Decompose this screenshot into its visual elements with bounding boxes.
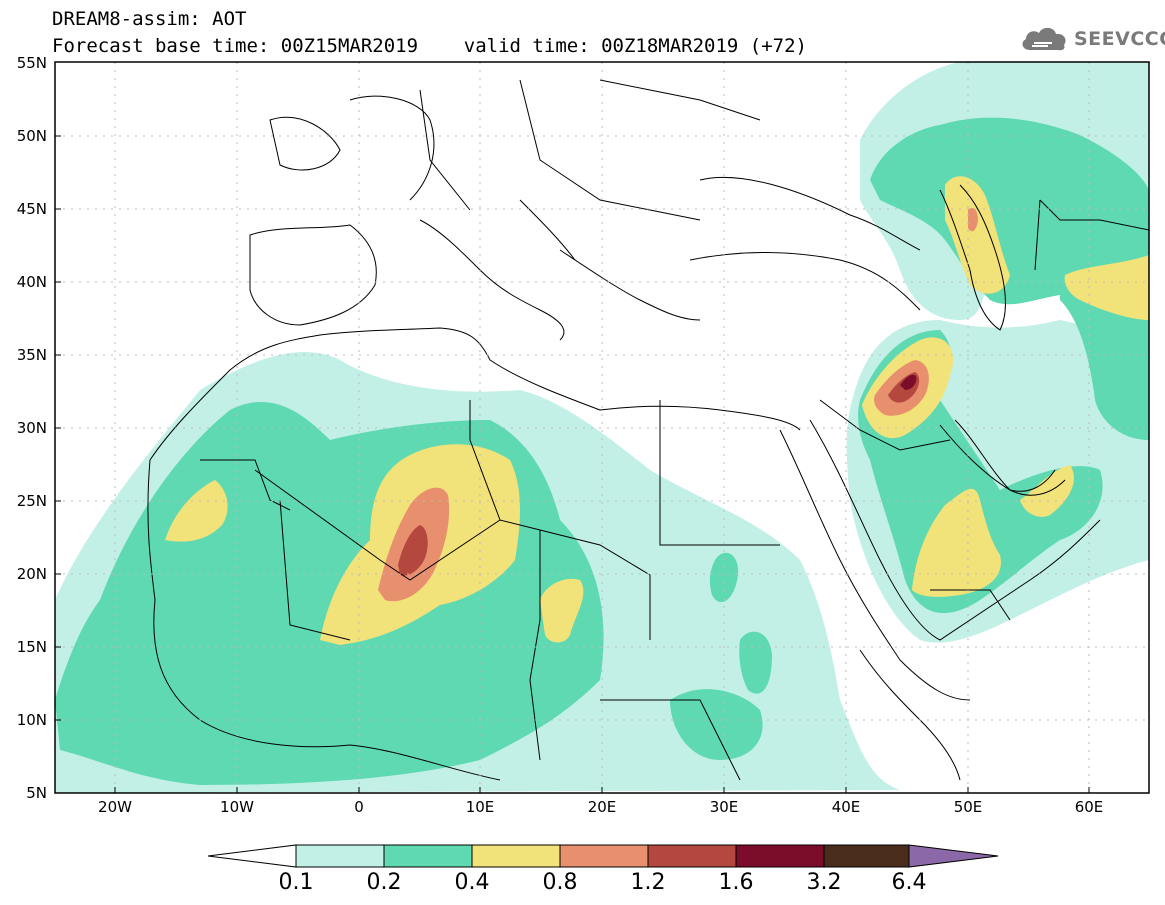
lat-label: 15N <box>16 638 47 656</box>
lon-label: 0 <box>354 798 364 816</box>
colorbar-swatch <box>823 844 910 868</box>
lon-label: 20E <box>587 798 617 816</box>
title-line-2: Forecast base time: 00Z15MAR2019 valid t… <box>52 35 807 57</box>
colorbar-label: 1.2 <box>630 870 666 895</box>
lat-label: 10N <box>16 711 47 729</box>
colorbar-label: 1.6 <box>718 870 754 895</box>
lat-label: 5N <box>26 784 47 802</box>
lat-label: 30N <box>16 419 47 437</box>
lat-label: 25N <box>16 492 47 510</box>
colorbar-swatch <box>383 844 473 868</box>
colorbar-swatch <box>471 844 561 868</box>
logo: SEEVCCC <box>1018 22 1165 56</box>
colorbar-swatch <box>647 844 737 868</box>
lon-label: 10W <box>220 798 254 816</box>
colorbar-label: 0.2 <box>366 870 402 895</box>
colorbar-label: 6.4 <box>891 870 927 895</box>
lat-label: 55N <box>16 54 47 72</box>
colorbar-label: 0.1 <box>278 870 314 895</box>
colorbar-label: 3.2 <box>806 870 842 895</box>
lat-label: 40N <box>16 273 47 291</box>
title-line-1: DREAM8-assim: AOT <box>52 8 247 30</box>
aot-field <box>55 62 1149 793</box>
colorbar-min-arrow <box>207 844 297 868</box>
colorbar-label: 0.8 <box>542 870 578 895</box>
colorbar-swatch <box>559 844 649 868</box>
lat-label: 50N <box>16 127 47 145</box>
colorbar <box>207 844 999 868</box>
lon-label: 20W <box>98 798 132 816</box>
logo-text: SEEVCCC <box>1074 28 1165 50</box>
lat-label: 35N <box>16 346 47 364</box>
lon-label: 10E <box>465 798 495 816</box>
lon-label: 30E <box>709 798 739 816</box>
lat-label: 20N <box>16 565 47 583</box>
lon-label: 60E <box>1074 798 1104 816</box>
gridlines <box>55 62 1149 793</box>
colorbar-max-arrow <box>908 844 999 868</box>
colorbar-swatch <box>295 844 385 868</box>
colorbar-label: 0.4 <box>454 870 490 895</box>
axis-ticks <box>55 135 1090 793</box>
aot-level-1.6 <box>900 374 917 390</box>
lon-label: 50E <box>953 798 983 816</box>
colorbar-swatch <box>735 844 825 868</box>
lat-label: 45N <box>16 200 47 218</box>
cloud-icon <box>1022 27 1066 51</box>
lon-label: 40E <box>831 798 861 816</box>
